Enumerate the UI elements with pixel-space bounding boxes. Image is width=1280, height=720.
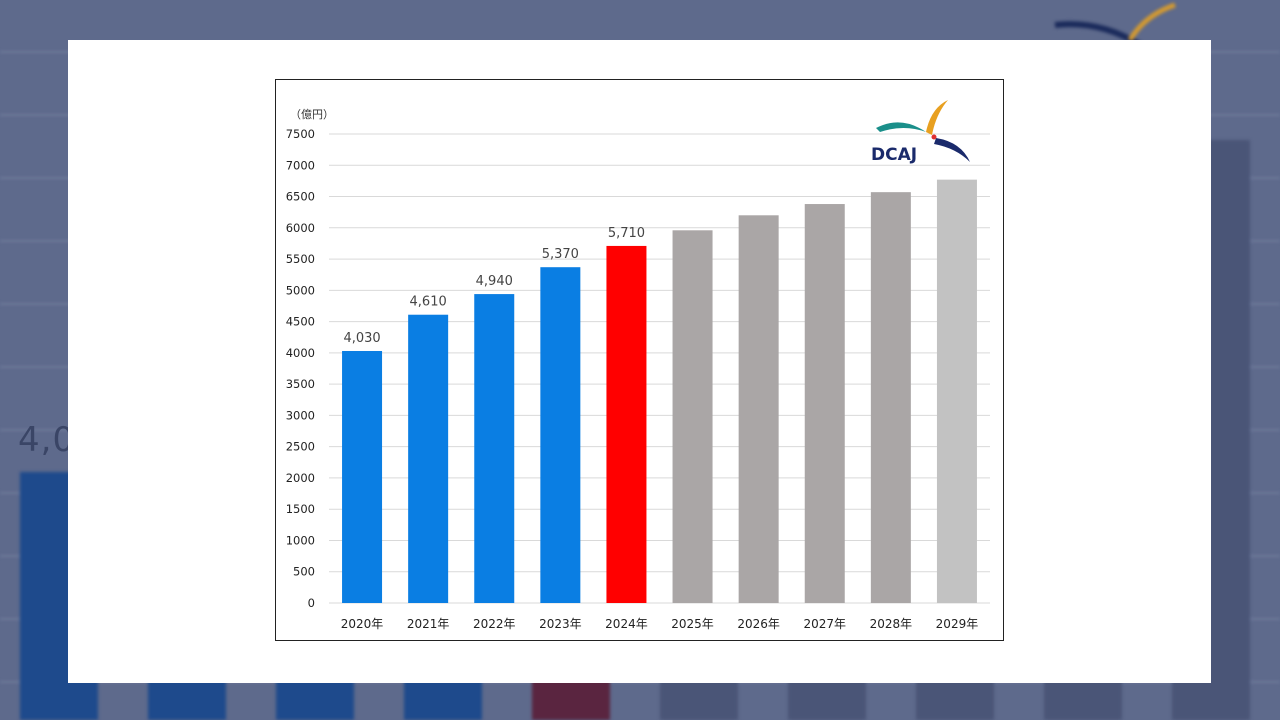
y-tick-label: 2000: [286, 471, 315, 485]
y-tick-label: 7500: [286, 127, 315, 141]
y-tick-label: 4000: [286, 346, 315, 360]
x-tick-label: 2022年: [473, 617, 516, 631]
y-tick-label: 1500: [286, 502, 315, 516]
x-tick-label: 2023年: [539, 617, 582, 631]
bar: [474, 294, 515, 603]
y-tick-label: 1000: [286, 533, 315, 547]
bar: [342, 350, 383, 603]
bar: [672, 230, 713, 603]
y-tick-label: 2500: [286, 440, 315, 454]
bar: [408, 314, 449, 603]
bar: [606, 245, 647, 603]
x-tick-label: 2020年: [341, 617, 384, 631]
x-tick-label: 2028年: [870, 617, 913, 631]
bar: [738, 215, 779, 603]
y-tick-label: 500: [293, 565, 315, 579]
y-tick-label: 7000: [286, 158, 315, 172]
background-logo-fragment: [1127, 2, 1176, 42]
data-label: 4,940: [476, 274, 513, 289]
chart-canvas: （億円） 0 500 1000 1500 2000 2500 3000 3500 4000 4500…: [286, 100, 990, 631]
y-tick-label: 6000: [286, 221, 315, 235]
y-tick-label: 4500: [286, 315, 315, 329]
data-label: 4,610: [410, 295, 447, 310]
x-tick-label: 2029年: [936, 617, 979, 631]
logo-text: DCAJ: [871, 145, 917, 165]
y-tick-label: 3500: [286, 377, 315, 391]
x-tick-label: 2025年: [671, 617, 714, 631]
y-tick-label: 5000: [286, 283, 315, 297]
y-tick-label: 5500: [286, 252, 315, 266]
y-tick-label: 0: [308, 596, 315, 610]
slide-card: （億円） 0 500 1000 1500 2000 2500 3000 3500 4000 4500…: [68, 40, 1211, 683]
data-label: 5,710: [608, 226, 645, 241]
y-unit-label: （億円）: [290, 108, 334, 121]
dcaj-logo: DCAJ: [871, 100, 970, 165]
x-tick-label: 2021年: [407, 617, 450, 631]
x-tick-label: 2026年: [737, 617, 780, 631]
logo-swoosh-teal: [876, 122, 926, 132]
y-tick-label: 3000: [286, 408, 315, 422]
logo-dot: [931, 134, 937, 140]
logo-swoosh-orange: [926, 100, 948, 135]
bar-chart: （億円） 0 500 1000 1500 2000 2500 3000 3500 4000 4500…: [275, 79, 1004, 641]
data-label: 5,370: [542, 247, 579, 262]
bar: [936, 179, 977, 603]
bar: [540, 267, 581, 603]
bar: [870, 192, 911, 603]
data-label: 4,030: [343, 331, 380, 346]
x-tick-label: 2024年: [605, 617, 648, 631]
bar: [804, 204, 845, 603]
logo-swoosh-navy: [934, 138, 970, 162]
x-tick-label: 2027年: [803, 617, 846, 631]
y-tick-label: 6500: [286, 190, 315, 204]
